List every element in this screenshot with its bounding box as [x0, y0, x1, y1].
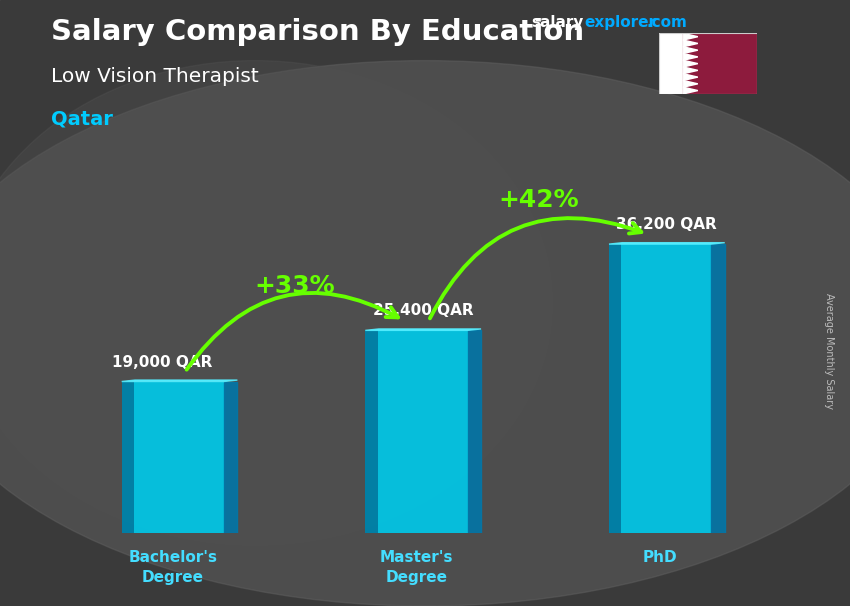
Text: explorer: explorer: [585, 15, 657, 30]
Text: .com: .com: [647, 15, 688, 30]
Polygon shape: [468, 330, 481, 533]
Polygon shape: [711, 244, 725, 533]
Polygon shape: [683, 60, 698, 67]
FancyBboxPatch shape: [609, 244, 621, 533]
Ellipse shape: [0, 61, 850, 606]
Text: 36,200 QAR: 36,200 QAR: [616, 217, 717, 232]
Polygon shape: [122, 380, 237, 382]
FancyBboxPatch shape: [122, 382, 134, 533]
Polygon shape: [609, 242, 725, 244]
Text: 25,400 QAR: 25,400 QAR: [372, 304, 473, 318]
Polygon shape: [683, 47, 698, 53]
Text: 19,000 QAR: 19,000 QAR: [112, 355, 212, 370]
Polygon shape: [366, 329, 481, 330]
Polygon shape: [683, 67, 698, 74]
Bar: [659, 33, 683, 94]
Polygon shape: [683, 87, 698, 94]
Text: +33%: +33%: [254, 275, 335, 298]
Polygon shape: [683, 74, 698, 81]
FancyBboxPatch shape: [609, 244, 711, 533]
Text: salary: salary: [531, 15, 584, 30]
Text: Salary Comparison By Education: Salary Comparison By Education: [51, 18, 584, 46]
Text: Qatar: Qatar: [51, 109, 113, 128]
Polygon shape: [224, 382, 237, 533]
Text: Low Vision Therapist: Low Vision Therapist: [51, 67, 258, 85]
Polygon shape: [683, 81, 698, 87]
Bar: [683, 33, 756, 94]
FancyBboxPatch shape: [366, 330, 377, 533]
Polygon shape: [683, 33, 698, 40]
Polygon shape: [683, 40, 698, 47]
Polygon shape: [683, 53, 698, 60]
Text: Average Monthly Salary: Average Monthly Salary: [824, 293, 834, 410]
FancyBboxPatch shape: [366, 330, 468, 533]
Ellipse shape: [0, 61, 552, 545]
Text: +42%: +42%: [498, 188, 579, 212]
FancyBboxPatch shape: [122, 382, 224, 533]
